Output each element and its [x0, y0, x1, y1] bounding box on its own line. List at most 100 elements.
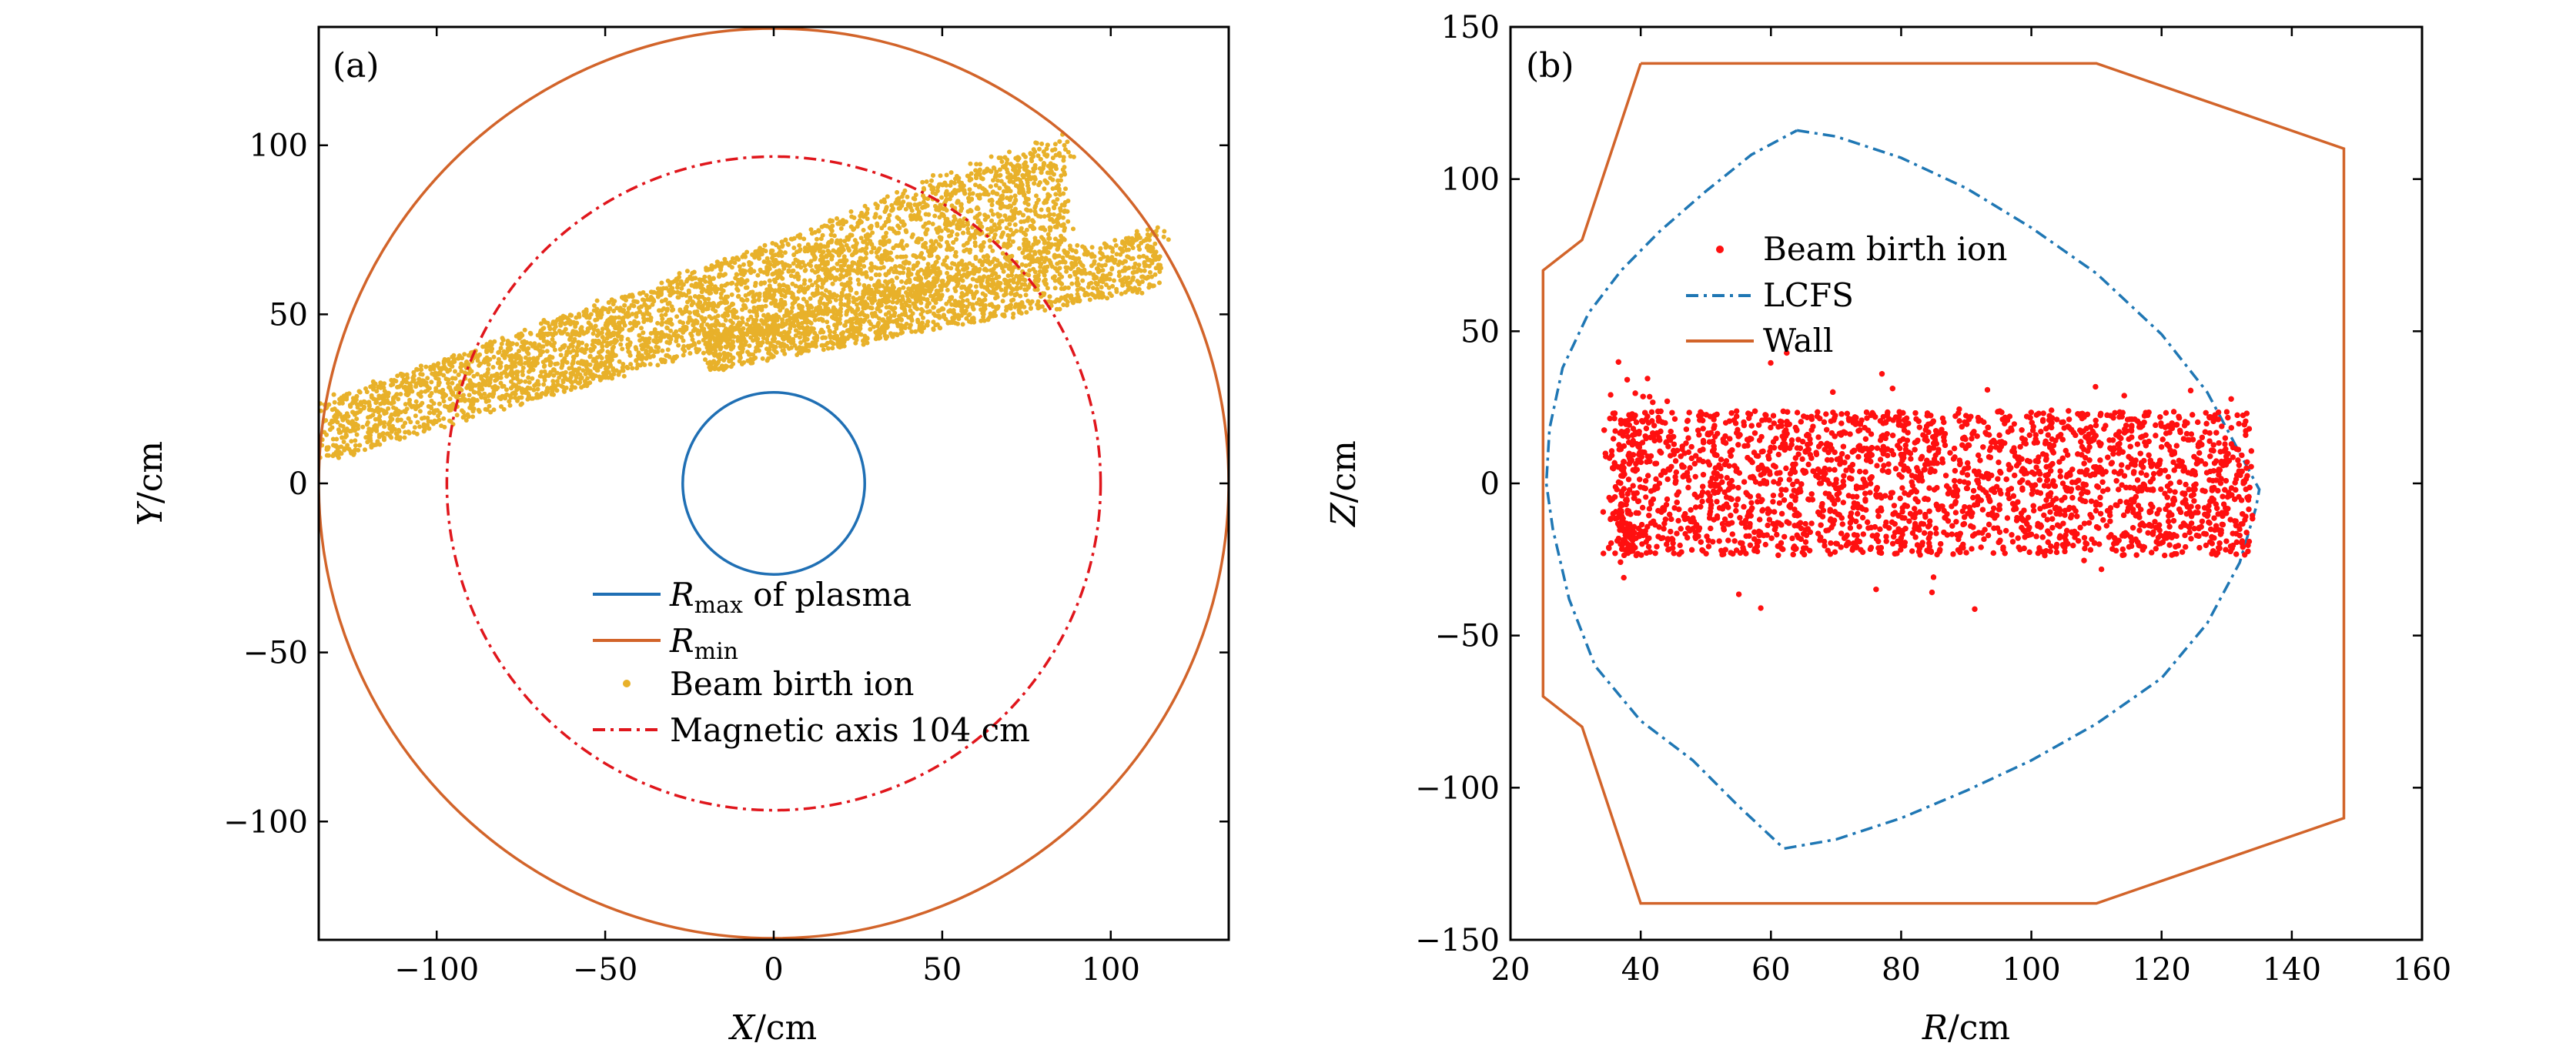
- a-beam-point: [628, 362, 634, 367]
- a-beam-point: [422, 425, 427, 430]
- a-beam-point: [677, 308, 683, 313]
- a-beam-point: [1053, 202, 1059, 207]
- a-beam-point: [352, 428, 357, 433]
- a-beam-point: [373, 408, 379, 413]
- a-beam-point: [439, 366, 444, 371]
- a-beam-point: [375, 439, 380, 444]
- a-beam-point: [1048, 228, 1053, 233]
- a-beam-point: [550, 337, 555, 342]
- a-beam-point: [957, 261, 962, 266]
- a-beam-point: [545, 332, 550, 336]
- a-beam-point: [854, 241, 859, 246]
- a-beam-point: [890, 206, 895, 211]
- a-beam-point: [645, 297, 651, 302]
- a-beam-point: [1071, 154, 1076, 159]
- a-beam-point: [952, 188, 958, 193]
- a-beam-point: [483, 373, 489, 379]
- a-beam-point: [955, 232, 960, 237]
- a-beam-point: [538, 373, 544, 379]
- a-beam-point: [562, 356, 567, 361]
- a-beam-point: [1028, 151, 1033, 156]
- a-beam-point: [1018, 228, 1023, 233]
- a-beam-point: [646, 339, 651, 345]
- a-beam-point: [570, 343, 575, 349]
- a-beam-point: [891, 319, 896, 324]
- a-beam-point: [917, 215, 922, 220]
- a-beam-point: [826, 239, 831, 245]
- a-beam-point: [655, 363, 661, 368]
- a-beam-point: [531, 356, 537, 361]
- a-beam-point: [1007, 258, 1012, 263]
- a-beam-point: [634, 314, 639, 319]
- a-beam-point: [584, 383, 590, 389]
- a-beam-point: [493, 378, 498, 383]
- a-beam-point: [855, 262, 861, 267]
- a-beam-point: [415, 420, 420, 425]
- a-beam-point: [667, 339, 672, 345]
- a-beam-point: [989, 202, 995, 208]
- a-beam-point: [656, 345, 661, 350]
- a-beam-point: [744, 285, 750, 290]
- a-beam-point: [330, 453, 336, 459]
- a-beam-point: [855, 220, 861, 226]
- a-beam-point: [1057, 242, 1062, 247]
- a-beam-point: [630, 294, 635, 299]
- a-beam-point: [1028, 208, 1033, 213]
- a-beam-point: [1062, 228, 1067, 233]
- a-beam-point: [472, 389, 477, 395]
- a-beam-point: [691, 269, 697, 275]
- a-beam-point: [810, 282, 815, 288]
- a-beam-point: [1002, 155, 1008, 160]
- a-beam-point: [651, 299, 657, 304]
- a-beam-point: [816, 228, 821, 233]
- a-beam-point: [366, 415, 370, 420]
- a-beam-point: [989, 154, 994, 159]
- a-beam-point: [429, 406, 434, 411]
- a-beam-point: [922, 205, 927, 209]
- a-beam-point: [396, 429, 402, 434]
- a-beam-point: [959, 309, 965, 314]
- a-beam-point: [763, 298, 768, 303]
- a-beam-point: [848, 209, 854, 214]
- a-beam-point: [754, 309, 759, 314]
- a-beam-point: [906, 260, 912, 266]
- a-beam-point: [390, 382, 396, 387]
- a-beam-point: [526, 351, 531, 356]
- a-beam-point: [767, 278, 772, 283]
- a-beam-point: [604, 354, 610, 359]
- a-beam-point: [1055, 182, 1061, 188]
- a-beam-point: [500, 384, 505, 389]
- a-beam-point: [735, 277, 741, 282]
- a-beam-point: [677, 319, 683, 324]
- a-beam-point: [748, 266, 754, 272]
- a-beam-point: [978, 221, 983, 226]
- a-beam-point: [928, 244, 934, 249]
- a-beam-point: [973, 168, 979, 173]
- a-beam-point: [819, 285, 825, 290]
- a-beam-point: [781, 262, 786, 268]
- a-beam-point: [478, 361, 483, 366]
- a-beam-point: [753, 323, 758, 328]
- a-beam-point: [701, 319, 706, 324]
- a-beam-point: [955, 199, 961, 204]
- a-beam-point: [588, 348, 594, 353]
- a-beam-point: [821, 347, 826, 353]
- a-beam-point: [957, 226, 962, 232]
- a-beam-point: [988, 244, 993, 249]
- a-beam-point: [763, 292, 768, 297]
- a-beam-point: [484, 348, 490, 353]
- a-beam-point: [696, 331, 701, 336]
- a-beam-point: [640, 346, 645, 352]
- a-beam-point: [635, 320, 641, 326]
- a-beam-point: [500, 336, 505, 341]
- a-beam-point: [514, 342, 520, 347]
- a-beam-point: [929, 178, 934, 183]
- a-beam-point: [711, 286, 716, 292]
- a-beam-point: [507, 403, 513, 408]
- a-beam-point: [389, 377, 394, 383]
- a-beam-point: [674, 354, 679, 359]
- a-beam-point: [762, 242, 768, 248]
- a-beam-point: [1045, 208, 1051, 213]
- a-beam-point: [341, 440, 346, 444]
- a-beam-point: [467, 371, 472, 376]
